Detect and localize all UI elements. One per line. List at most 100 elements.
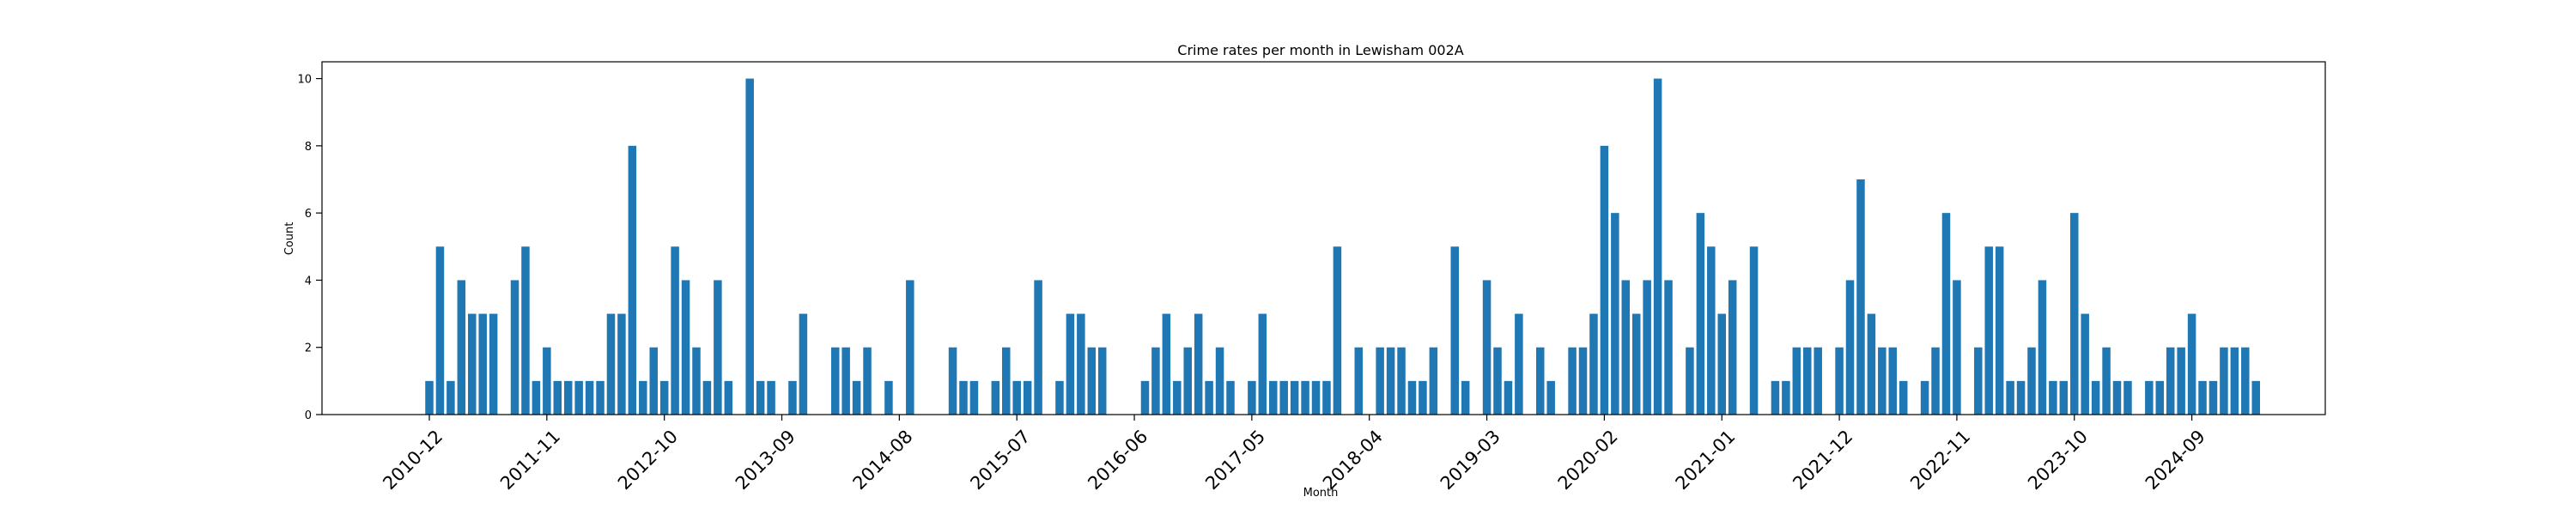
bar-130 bbox=[1814, 347, 1822, 415]
x-axis: 2010-12 2011-11 2012-10 2013-09 2014-08 2015-… bbox=[379, 415, 2209, 494]
bar-110 bbox=[1600, 145, 1609, 415]
bar-84 bbox=[1322, 380, 1331, 415]
bar-149 bbox=[2016, 380, 2026, 415]
bar-39 bbox=[841, 347, 850, 415]
bar-114 bbox=[1643, 280, 1651, 415]
bar-9 bbox=[521, 246, 530, 415]
bar-85 bbox=[1333, 246, 1342, 415]
x-tick-label-6: 2016-06 bbox=[1084, 426, 1151, 494]
bar-24 bbox=[681, 280, 690, 415]
bar-161 bbox=[2145, 380, 2154, 415]
bar-72 bbox=[1194, 313, 1203, 415]
bar-57 bbox=[1034, 280, 1042, 415]
bar-171 bbox=[2251, 380, 2260, 415]
y-tick-label-3: 6 bbox=[305, 208, 312, 221]
bar-35 bbox=[799, 313, 808, 415]
bar-96 bbox=[1450, 246, 1459, 415]
y-tick-label-5: 10 bbox=[297, 74, 312, 87]
bar-137 bbox=[1888, 347, 1898, 415]
bar-25 bbox=[692, 347, 701, 415]
bar-28 bbox=[724, 380, 733, 415]
bar-78 bbox=[1258, 313, 1267, 415]
bar-141 bbox=[1931, 347, 1940, 415]
bar-16 bbox=[596, 380, 605, 415]
bar-154 bbox=[2070, 213, 2079, 415]
bar-170 bbox=[2241, 347, 2250, 415]
bar-49 bbox=[948, 347, 957, 415]
bar-128 bbox=[1792, 347, 1801, 415]
bar-168 bbox=[2220, 347, 2228, 415]
x-tick-label-1: 2011-11 bbox=[496, 426, 564, 494]
bar-155 bbox=[2081, 313, 2089, 415]
x-tick-label-7: 2017-05 bbox=[1201, 426, 1269, 494]
bar-152 bbox=[2049, 380, 2057, 415]
bar-164 bbox=[2177, 347, 2185, 415]
bar-0 bbox=[425, 380, 434, 415]
bar-127 bbox=[1782, 380, 1790, 415]
bar-90 bbox=[1386, 347, 1395, 415]
x-axis-label: Month bbox=[1303, 487, 1339, 500]
bar-12 bbox=[553, 380, 562, 415]
bar-41 bbox=[863, 347, 872, 415]
bar-166 bbox=[2198, 380, 2207, 415]
bar-45 bbox=[906, 280, 914, 415]
bar-8 bbox=[510, 280, 519, 415]
bar-40 bbox=[852, 380, 861, 415]
bar-89 bbox=[1376, 347, 1384, 415]
bar-116 bbox=[1664, 280, 1673, 415]
bar-19 bbox=[628, 145, 637, 415]
bar-107 bbox=[1568, 347, 1577, 415]
x-tick-label-13: 2022-11 bbox=[1906, 426, 1974, 494]
bar-10 bbox=[532, 380, 541, 415]
bar-70 bbox=[1173, 380, 1182, 415]
bar-53 bbox=[991, 380, 1000, 415]
bar-59 bbox=[1055, 380, 1064, 415]
bar-23 bbox=[671, 246, 679, 415]
bar-73 bbox=[1205, 380, 1213, 415]
bar-31 bbox=[756, 380, 765, 415]
bar-101 bbox=[1504, 380, 1513, 415]
bar-135 bbox=[1867, 313, 1876, 415]
x-tick-label-9: 2019-03 bbox=[1437, 426, 1504, 494]
y-axis: 0 2 4 6 8 10 bbox=[297, 74, 322, 422]
y-tick-label-0: 0 bbox=[305, 409, 312, 422]
bar-162 bbox=[2155, 380, 2165, 415]
bar-79 bbox=[1269, 380, 1278, 415]
bar-132 bbox=[1835, 347, 1844, 415]
bar-38 bbox=[830, 347, 840, 415]
x-tick-label-2: 2012-10 bbox=[614, 426, 682, 494]
bar-100 bbox=[1493, 347, 1502, 415]
bar-111 bbox=[1611, 213, 1619, 415]
bar-136 bbox=[1878, 347, 1886, 415]
x-tick-label-12: 2021-12 bbox=[1789, 426, 1856, 494]
bar-93 bbox=[1419, 380, 1427, 415]
bar-158 bbox=[2112, 380, 2122, 415]
bar-94 bbox=[1429, 347, 1438, 415]
bar-77 bbox=[1248, 380, 1256, 415]
bar-54 bbox=[1002, 347, 1011, 415]
bar-104 bbox=[1536, 347, 1545, 415]
x-tick-label-4: 2014-08 bbox=[849, 426, 917, 494]
bar-129 bbox=[1803, 347, 1812, 415]
chart-title: Crime rates per month in Lewisham 002A bbox=[1177, 42, 1463, 58]
bar-112 bbox=[1621, 280, 1631, 415]
bar-62 bbox=[1087, 347, 1097, 415]
bar-105 bbox=[1546, 380, 1555, 415]
bar-113 bbox=[1631, 313, 1641, 415]
bar-146 bbox=[1984, 246, 1993, 415]
bar-142 bbox=[1941, 213, 1951, 415]
bar-50 bbox=[959, 380, 968, 415]
bar-82 bbox=[1301, 380, 1309, 415]
bar-55 bbox=[1012, 380, 1021, 415]
bar-108 bbox=[1578, 347, 1588, 415]
bar-71 bbox=[1183, 347, 1192, 415]
bar-126 bbox=[1771, 380, 1780, 415]
x-tick-label-5: 2015-07 bbox=[966, 426, 1034, 494]
bar-121 bbox=[1717, 313, 1726, 415]
bar-143 bbox=[1953, 280, 1961, 415]
bar-60 bbox=[1066, 313, 1075, 415]
bar-118 bbox=[1686, 347, 1694, 415]
bar-75 bbox=[1226, 380, 1235, 415]
bar-92 bbox=[1407, 380, 1417, 415]
